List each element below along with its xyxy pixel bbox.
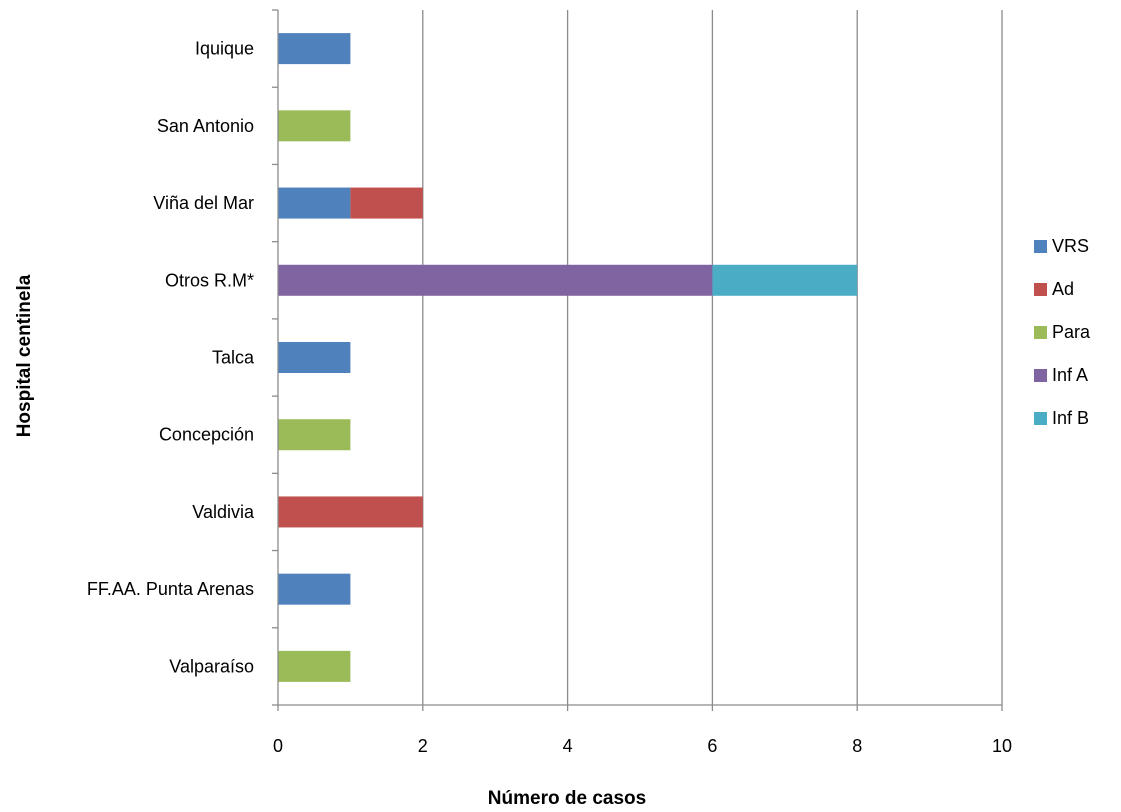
bar-segment <box>350 187 423 219</box>
legend-swatch <box>1034 369 1047 382</box>
bars <box>278 33 858 682</box>
bar-segment <box>278 496 423 528</box>
bar-segment <box>278 187 351 219</box>
bar-segment <box>278 650 351 682</box>
category-label: Otros R.M* <box>165 270 254 290</box>
category-labels: Iquique San Antonio Viña del Mar Otros R.M*… <box>87 39 255 677</box>
legend-label: Inf A <box>1052 365 1088 385</box>
x-tick-label: 0 <box>273 736 283 756</box>
legend: VRS Ad Para Inf A Inf B <box>1034 236 1091 428</box>
x-tick-label: 4 <box>563 736 573 756</box>
y-axis-title: Hospital centinela <box>14 274 35 437</box>
category-label: Iquique <box>195 39 254 59</box>
category-label: Valdivia <box>192 502 255 522</box>
category-label: Concepción <box>159 425 254 445</box>
legend-swatch <box>1034 326 1047 339</box>
bar-segment <box>278 419 351 451</box>
bar-segment <box>278 33 351 65</box>
x-tick-label: 10 <box>992 736 1012 756</box>
x-tick-label: 8 <box>852 736 862 756</box>
category-label: Talca <box>212 348 255 368</box>
legend-swatch <box>1034 412 1047 425</box>
legend-label: Ad <box>1052 279 1074 299</box>
bar-segment <box>712 264 858 296</box>
x-tick-label: 6 <box>707 736 717 756</box>
legend-label: Inf B <box>1052 408 1089 428</box>
bar-segment <box>278 110 351 142</box>
category-label: San Antonio <box>157 116 254 136</box>
legend-label: VRS <box>1052 236 1089 256</box>
x-tick-labels: 0 2 4 6 8 10 <box>273 736 1012 756</box>
legend-swatch <box>1034 283 1047 296</box>
x-tick-label: 2 <box>418 736 428 756</box>
bar-segment <box>278 573 351 605</box>
category-label: Valparaíso <box>169 656 254 676</box>
category-label: FF.AA. Punta Arenas <box>87 579 254 599</box>
bar-segment <box>278 264 713 296</box>
legend-swatch <box>1034 240 1047 253</box>
axes <box>272 9 1003 711</box>
legend-label: Para <box>1052 322 1091 342</box>
gridlines <box>422 10 1003 705</box>
category-label: Viña del Mar <box>153 193 254 213</box>
bar-segment <box>278 342 351 373</box>
x-axis-title: Número de casos <box>488 788 646 809</box>
